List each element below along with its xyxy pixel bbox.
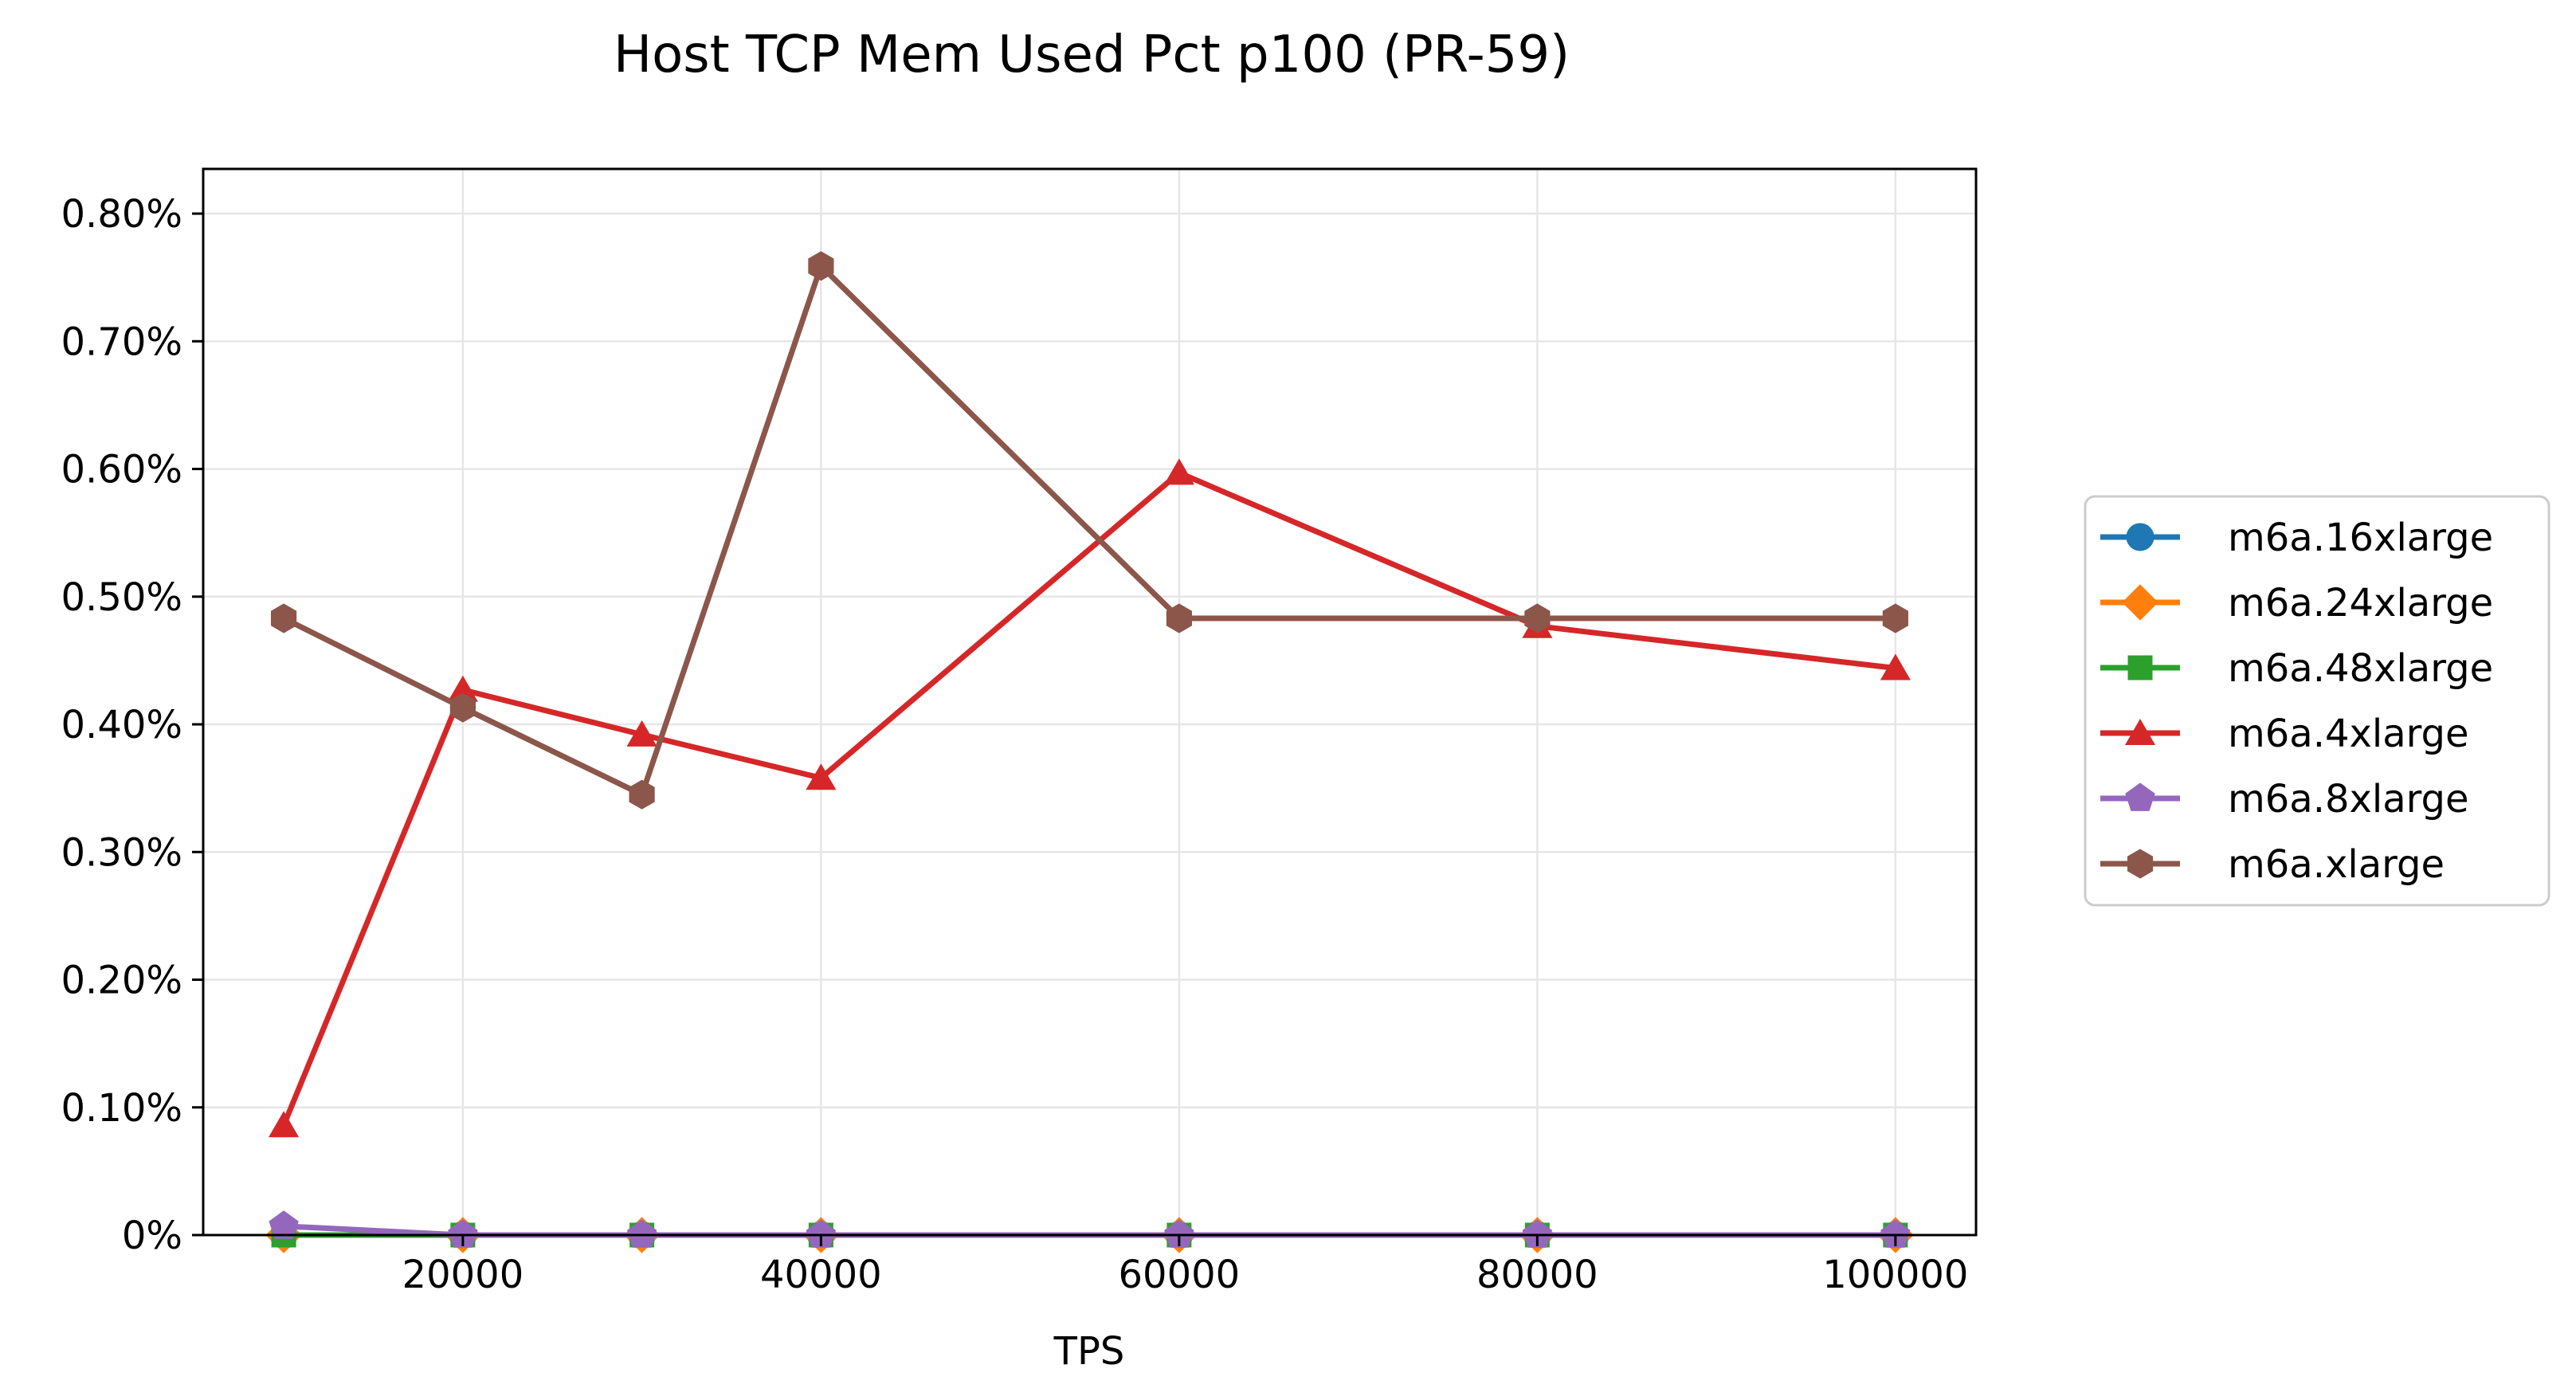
legend-marker	[2126, 523, 2155, 551]
legend-marker	[2127, 849, 2154, 879]
y-tick-label: 0.40%	[61, 703, 182, 747]
data-point	[1164, 1219, 1194, 1248]
y-tick-label: 0.50%	[61, 575, 182, 620]
y-tick-label: 0.10%	[61, 1086, 182, 1131]
x-axis-label: TPS	[1053, 1329, 1125, 1374]
legend-item: m6a.16xlarge	[2100, 516, 2493, 560]
x-tick-label: 80000	[1476, 1253, 1598, 1297]
legend-item: m6a.48xlarge	[2100, 646, 2493, 691]
data-point	[808, 251, 834, 281]
legend-label: m6a.4xlarge	[2228, 712, 2469, 756]
y-tick-label: 0.70%	[61, 320, 182, 364]
y-tick-label: 0.30%	[61, 830, 182, 875]
legend-marker	[2127, 655, 2153, 680]
legend: m6a.16xlarge m6a.24xlarge m6a.48xlarge m6a.…	[2084, 495, 2551, 907]
legend-marker	[2124, 719, 2156, 745]
data-point	[627, 1219, 657, 1248]
y-tick-label: 0%	[122, 1214, 182, 1258]
x-tick-label: 40000	[760, 1253, 882, 1297]
legend-marker	[2122, 584, 2158, 621]
legend-box	[2084, 495, 2551, 907]
axis-ticks: 20000 40000 60000 80000 100000 0% 0.10% 0.20% 0.…	[61, 192, 1969, 1297]
legend-label: m6a.xlarge	[2228, 842, 2445, 887]
legend-item: m6a.4xlarge	[2100, 712, 2469, 756]
plot-frame	[202, 167, 1978, 1237]
y-tick-label: 0.80%	[61, 192, 182, 237]
legend-item: m6a.8xlarge	[2100, 777, 2469, 822]
data-point	[1163, 458, 1194, 485]
legend-label: m6a.8xlarge	[2228, 777, 2469, 822]
data-point	[1524, 603, 1551, 633]
x-tick-label: 60000	[1119, 1253, 1241, 1297]
x-tick-label: 20000	[402, 1253, 524, 1297]
y-tick-label: 0.20%	[61, 959, 182, 1003]
legend-label: m6a.48xlarge	[2228, 646, 2493, 691]
data-point	[1882, 603, 1908, 633]
grid	[203, 169, 1976, 1237]
legend-label: m6a.16xlarge	[2228, 516, 2493, 560]
y-tick-label: 0.60%	[61, 448, 182, 492]
legend-item: m6a.xlarge	[2100, 842, 2445, 887]
data-point	[626, 720, 657, 747]
legend-item: m6a.24xlarge	[2100, 581, 2493, 625]
chart-title: Host TCP Mem Used Pct p100 (PR-59)	[614, 25, 1570, 84]
legend-label: m6a.24xlarge	[2228, 581, 2493, 625]
data-point	[1522, 1219, 1552, 1248]
data-point	[1166, 603, 1192, 633]
legend-marker	[2125, 782, 2155, 811]
data-point	[629, 779, 655, 810]
x-tick-label: 100000	[1822, 1253, 1968, 1297]
series-m6a-xlarge	[271, 251, 1908, 810]
data-point	[1880, 653, 1911, 680]
data-point	[1880, 1219, 1911, 1248]
data-point	[449, 692, 476, 723]
data-point	[806, 763, 837, 790]
data-point	[271, 603, 297, 633]
data-point	[269, 1210, 299, 1239]
data-point	[269, 1111, 300, 1138]
data-point	[448, 1219, 478, 1248]
data-point	[806, 1219, 836, 1248]
